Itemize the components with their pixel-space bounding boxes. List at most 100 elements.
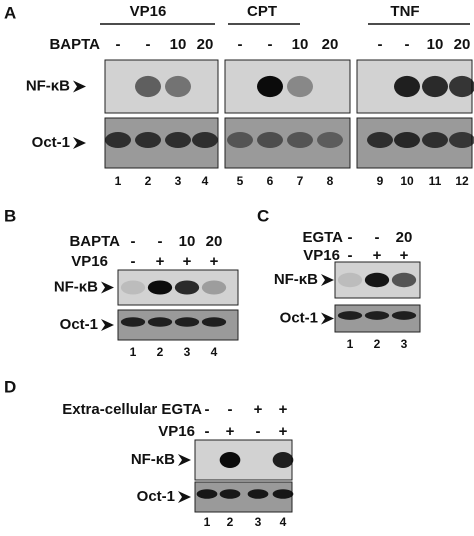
blot	[224, 117, 351, 169]
band	[196, 489, 218, 499]
band	[337, 272, 363, 288]
stimulus-value: +	[156, 253, 165, 270]
lane-number: 8	[327, 174, 334, 188]
stimulus-value: +	[210, 253, 219, 270]
band	[135, 132, 161, 148]
band	[105, 132, 131, 148]
stimulus-value: +	[226, 423, 235, 440]
band	[422, 132, 448, 148]
lane-number: 7	[297, 174, 304, 188]
treatment-value: -	[348, 229, 353, 246]
treatment-value: 20	[197, 36, 214, 53]
blot	[224, 59, 351, 114]
treatment-value: -	[146, 36, 151, 53]
band	[272, 452, 294, 468]
lane-number: 5	[237, 174, 244, 188]
arrowhead	[321, 274, 334, 286]
treatment-value: 20	[454, 36, 471, 53]
treatment-value: -	[228, 401, 233, 418]
row-label: Oct-1	[60, 316, 98, 333]
lane-number: 12	[455, 174, 469, 188]
stimulus-label: VP16	[71, 253, 108, 270]
band	[272, 489, 294, 499]
treatment-label: Extra-cellular EGTA	[62, 401, 202, 418]
lane-number: 3	[184, 345, 191, 359]
lane-number: 1	[130, 345, 137, 359]
lane-number: 2	[227, 515, 234, 529]
band	[449, 75, 474, 98]
stimulus-value: -	[131, 253, 136, 270]
band	[219, 489, 241, 499]
band	[287, 132, 313, 148]
stimulus-value: -	[348, 247, 353, 264]
lane-number: 2	[157, 345, 164, 359]
treatment-value: 20	[206, 233, 223, 250]
group-label: TNF	[390, 3, 419, 20]
treatment-value: -	[405, 36, 410, 53]
band	[337, 311, 363, 320]
band	[367, 132, 393, 148]
treatment-value: -	[158, 233, 163, 250]
stimulus-value: +	[400, 247, 409, 264]
band	[219, 452, 241, 468]
band	[147, 317, 173, 327]
treatment-value: 10	[292, 36, 309, 53]
row-label: Oct-1	[32, 134, 70, 151]
treatment-value: +	[254, 401, 263, 418]
panel-label: A	[4, 3, 16, 22]
treatment-value: 10	[427, 36, 444, 53]
lane-number: 6	[267, 174, 274, 188]
lane-number: 4	[202, 174, 209, 188]
arrowhead	[101, 319, 114, 331]
row-label: NF-κB	[54, 278, 98, 295]
band	[120, 280, 146, 295]
blot	[104, 59, 219, 114]
arrowhead	[73, 80, 86, 93]
treatment-value: 10	[170, 36, 187, 53]
band	[394, 132, 420, 148]
group-label: VP16	[130, 3, 167, 20]
band	[147, 280, 173, 295]
lane-number: 4	[280, 515, 287, 529]
band	[227, 132, 253, 148]
treatment-value: -	[116, 36, 121, 53]
treatment-value: -	[378, 36, 383, 53]
lane-number: 10	[400, 174, 414, 188]
lane-number: 11	[429, 174, 442, 188]
treatment-value: -	[268, 36, 273, 53]
stimulus-value: +	[373, 247, 382, 264]
treatment-value: 20	[322, 36, 339, 53]
lane-number: 1	[115, 174, 122, 188]
band	[174, 280, 200, 295]
treatment-value: +	[279, 401, 288, 418]
band	[192, 132, 218, 148]
arrowhead	[178, 491, 191, 503]
stimulus-value: +	[183, 253, 192, 270]
row-label: NF-κB	[131, 451, 175, 468]
stimulus-value: +	[279, 423, 288, 440]
panel-label: D	[4, 377, 16, 396]
band	[394, 75, 420, 98]
band	[422, 75, 448, 98]
lane-number: 9	[377, 174, 384, 188]
panel-label: C	[257, 206, 269, 225]
band	[174, 317, 200, 327]
treatment-value: -	[375, 229, 380, 246]
panel-label: B	[4, 206, 16, 225]
arrowhead	[73, 137, 86, 149]
lane-number: 1	[204, 515, 211, 529]
lane-number: 4	[211, 345, 218, 359]
stimulus-label: VP16	[158, 423, 195, 440]
treatment-value: 10	[179, 233, 196, 250]
band	[165, 132, 191, 148]
treatment-value: -	[238, 36, 243, 53]
band	[120, 317, 146, 327]
lane-number: 3	[401, 337, 408, 351]
band	[391, 272, 417, 288]
arrowhead	[101, 281, 114, 294]
band	[201, 280, 227, 295]
lane-number: 3	[175, 174, 182, 188]
lane-number: 1	[347, 337, 354, 351]
band	[165, 75, 191, 98]
band	[201, 317, 227, 327]
